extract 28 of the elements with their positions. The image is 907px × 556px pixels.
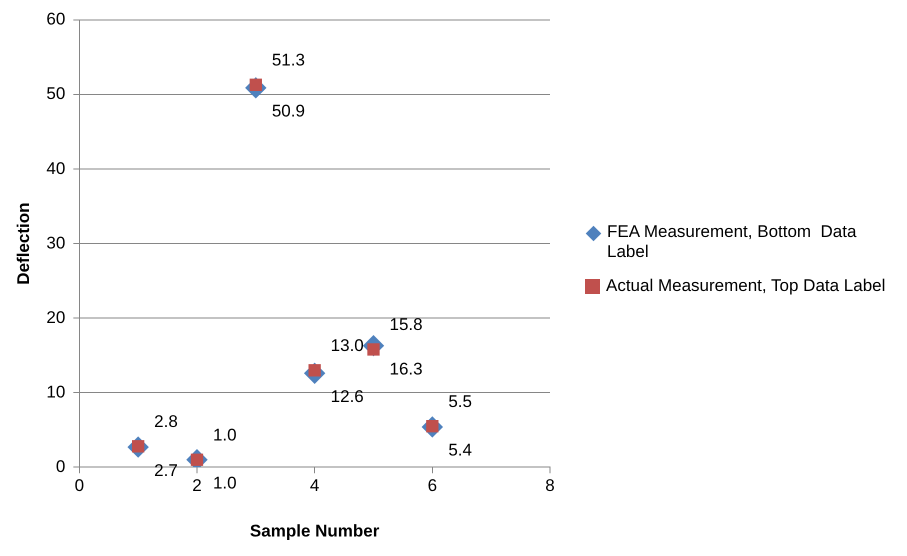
x-tick-label: 4 <box>310 476 320 496</box>
data-label: 2.7 <box>154 460 178 480</box>
x-tick-label: 8 <box>545 476 555 496</box>
data-label: 1.0 <box>212 473 237 492</box>
legend-label: FEA Measurement, Bottom Data Label <box>607 222 858 262</box>
y-tick-label: 0 <box>56 456 66 476</box>
x-tick-label: 2 <box>192 476 202 496</box>
data-label: 1.0 <box>212 425 237 444</box>
y-tick-label: 50 <box>46 84 66 104</box>
y-tick-label: 10 <box>46 382 66 402</box>
data-label: 5.4 <box>448 440 472 460</box>
y-tick-label: 40 <box>46 158 66 178</box>
data-label: 51.3 <box>272 50 305 70</box>
data-label: 15.8 <box>389 315 423 334</box>
data-label: 50.9 <box>272 102 305 121</box>
y-tick-label: 20 <box>46 308 66 327</box>
x-tick-label: 6 <box>428 476 438 496</box>
data-label: 12.6 <box>330 386 364 406</box>
y-axis-title: Deflection <box>14 202 33 285</box>
data-label: 2.8 <box>154 412 178 432</box>
x-axis-title: Sample Number <box>250 521 380 540</box>
y-tick-label: 60 <box>46 10 66 29</box>
legend-label: Actual Measurement, Top Data Label <box>606 276 886 296</box>
y-tick-label: 30 <box>46 233 66 252</box>
data-label: 13.0 <box>330 336 364 355</box>
data-label: 16.3 <box>389 359 423 378</box>
data-label: 5.5 <box>448 392 472 411</box>
x-tick-label: 0 <box>74 476 84 496</box>
